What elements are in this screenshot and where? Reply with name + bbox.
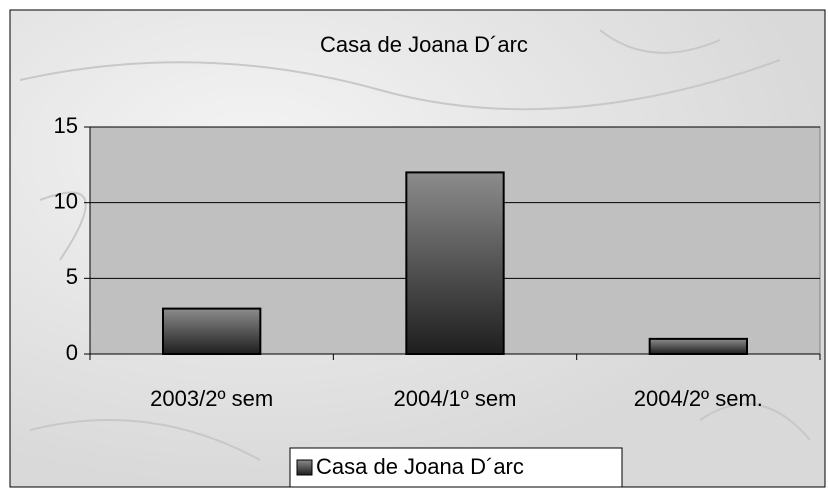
x-tick-label: 2003/2º sem: [150, 386, 273, 411]
y-tick-label: 10: [54, 188, 78, 213]
x-tick-label: 2004/2º sem.: [634, 386, 763, 411]
bar: [405, 171, 505, 355]
y-tick-label: 0: [66, 340, 78, 365]
bar: [162, 307, 262, 356]
legend-box: [289, 447, 623, 488]
x-tick-label: 2004/1º sem: [394, 386, 517, 411]
marble-veins: [19, 29, 811, 461]
y-tick-label: 15: [54, 113, 78, 138]
chart-title: Casa de Joana D´arc: [320, 32, 528, 57]
y-tick-label: 5: [66, 264, 78, 289]
bar: [648, 337, 749, 356]
legend-label: Casa de Joana D´arc: [316, 454, 524, 479]
legend-swatch: [296, 459, 313, 476]
